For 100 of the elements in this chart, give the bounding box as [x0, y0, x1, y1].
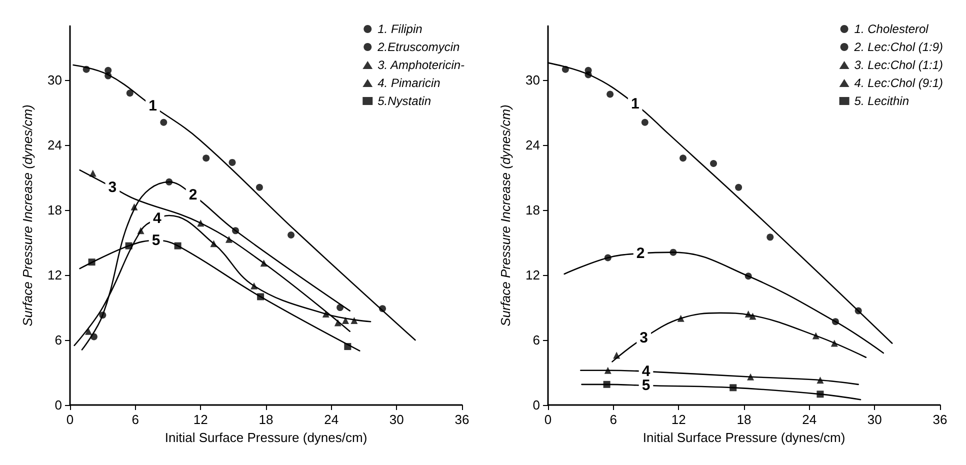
- legend-label: 4. Lec:Chol (9:1): [854, 76, 944, 90]
- x-tick-label: 36: [454, 412, 470, 427]
- y-tick-label: 18: [526, 202, 540, 218]
- point: [288, 231, 295, 238]
- y-tick-label: 18: [48, 202, 62, 218]
- point: [137, 227, 144, 234]
- point: [250, 282, 258, 290]
- annotation: 5: [152, 232, 160, 249]
- point: [604, 366, 612, 374]
- legend-label: 3. Amphotericin-: [378, 58, 465, 72]
- point: [228, 158, 236, 166]
- point: [816, 376, 824, 384]
- point: [604, 254, 612, 262]
- point: [350, 317, 358, 324]
- y-tick-label: 24: [526, 138, 540, 153]
- point: [832, 318, 839, 326]
- x-tick-label: 24: [324, 412, 339, 427]
- point: [166, 178, 173, 186]
- y-axis-title: Surface Pressure Increase (dynes/cm): [498, 104, 513, 326]
- point: [830, 340, 838, 347]
- point: [584, 66, 592, 74]
- point: [89, 170, 96, 177]
- x-tick-label: 6: [610, 412, 617, 427]
- legend-label: 3. Lec:Chol (1:1): [854, 58, 944, 72]
- annotation: 2: [188, 186, 198, 204]
- legend-label: 2. Lec:Chol (1:9): [853, 40, 944, 54]
- point: [256, 184, 263, 191]
- annotation: 1: [630, 95, 640, 112]
- point: [99, 312, 106, 319]
- point: [744, 272, 752, 280]
- point: [641, 118, 648, 126]
- legend-label: 1. Cholesterol: [854, 22, 929, 36]
- point: [562, 66, 569, 73]
- x-tick-label: 24: [802, 412, 817, 427]
- point: [104, 72, 112, 80]
- point: [680, 154, 687, 162]
- x-tick-label: 30: [867, 412, 882, 427]
- point: [606, 90, 614, 98]
- point: [126, 90, 134, 97]
- point: [334, 319, 342, 326]
- point: [816, 390, 824, 398]
- legend-label: 5.Nystatin: [378, 94, 432, 108]
- point: [749, 312, 756, 320]
- point: [735, 184, 742, 191]
- x-tick-label: 18: [258, 412, 274, 427]
- point: [710, 160, 718, 168]
- x-axis-title: Initial Surface Pressure (dynes/cm): [164, 430, 368, 445]
- point: [747, 373, 754, 380]
- point: [812, 332, 820, 340]
- x-tick-label: 0: [66, 412, 74, 427]
- point: [766, 234, 774, 241]
- point: [130, 203, 138, 210]
- y-tick-label: 6: [532, 332, 540, 348]
- point: [603, 380, 610, 388]
- annotation: 3: [108, 178, 117, 196]
- legend-label: 5. Lecithin: [854, 94, 910, 108]
- line-series: [612, 312, 867, 362]
- point: [744, 310, 752, 318]
- point: [379, 305, 386, 312]
- point: [225, 236, 232, 243]
- point: [125, 242, 132, 250]
- point: [202, 154, 210, 162]
- legend-label: 2.Etruscomycin: [376, 40, 460, 54]
- legend-label: 4. Pimaricin: [378, 76, 441, 90]
- y-tick-label: 30: [48, 72, 62, 88]
- point: [336, 304, 344, 312]
- y-tick-label: 12: [48, 268, 62, 283]
- y-tick-label: 30: [526, 72, 540, 88]
- x-tick-label: 18: [736, 412, 752, 427]
- point: [160, 118, 168, 126]
- x-axis-title: Initial Surface Pressure (dynes/cm): [642, 430, 846, 445]
- point: [88, 258, 96, 266]
- point: [322, 310, 330, 318]
- annotation: 4: [152, 210, 162, 228]
- point: [232, 227, 240, 234]
- x-tick-label: 6: [132, 412, 139, 427]
- point: [85, 328, 92, 335]
- point: [174, 242, 182, 250]
- point: [210, 240, 218, 248]
- y-axis-title: Surface Pressure Increase (dynes/cm): [20, 104, 35, 326]
- annotation: 1: [148, 98, 157, 115]
- annotation: 3: [640, 329, 648, 346]
- x-tick-label: 12: [193, 412, 208, 427]
- point: [854, 307, 862, 314]
- point: [260, 260, 268, 267]
- point: [90, 333, 98, 340]
- point: [730, 384, 737, 392]
- y-tick-label: 0: [54, 398, 62, 412]
- point: [344, 343, 352, 350]
- point: [670, 248, 677, 256]
- y-tick-label: 0: [532, 398, 540, 412]
- point: [677, 314, 684, 322]
- y-tick-label: 6: [54, 332, 62, 348]
- annotation: 5: [642, 377, 650, 394]
- y-tick-label: 12: [526, 268, 540, 283]
- x-tick-label: 0: [544, 412, 552, 427]
- point: [257, 293, 264, 300]
- point: [197, 220, 204, 227]
- annotation: 4: [642, 362, 651, 380]
- annotation: 2: [636, 244, 645, 262]
